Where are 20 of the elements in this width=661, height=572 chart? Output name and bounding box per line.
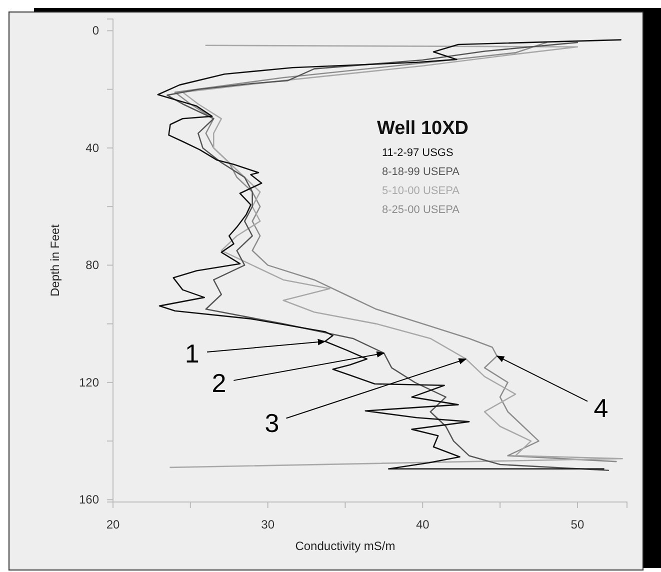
text: 11-2-97 USGS — [382, 147, 454, 159]
annotation: 2 — [212, 368, 226, 398]
annotation: 4 — [594, 393, 608, 424]
y-axis-title: Depth in Feet — [48, 224, 62, 297]
y-tick-label: 120 — [78, 375, 100, 390]
text: 5-10-00 USEPA — [382, 185, 460, 197]
legend-title: Well 10XD — [377, 118, 469, 139]
y-tick-label: 40 — [86, 140, 100, 155]
x-axis-title: Conductivity mS/m — [295, 539, 396, 553]
x-tick-label: 20 — [106, 518, 120, 532]
annotation: 3 — [264, 408, 280, 438]
y-tick-label: 0 — [92, 24, 100, 38]
text: 8-25-00 USEPA — [382, 204, 460, 216]
y-tick-label: 160 — [78, 492, 100, 506]
x-tick-label: 50 — [570, 518, 584, 532]
text: 8-18-99 USEPA — [382, 166, 460, 178]
x-tick-label: 30 — [261, 518, 275, 532]
y-tick-label: 80 — [86, 258, 100, 272]
annotation: 1 — [184, 338, 200, 368]
x-tick-label: 40 — [416, 518, 430, 532]
